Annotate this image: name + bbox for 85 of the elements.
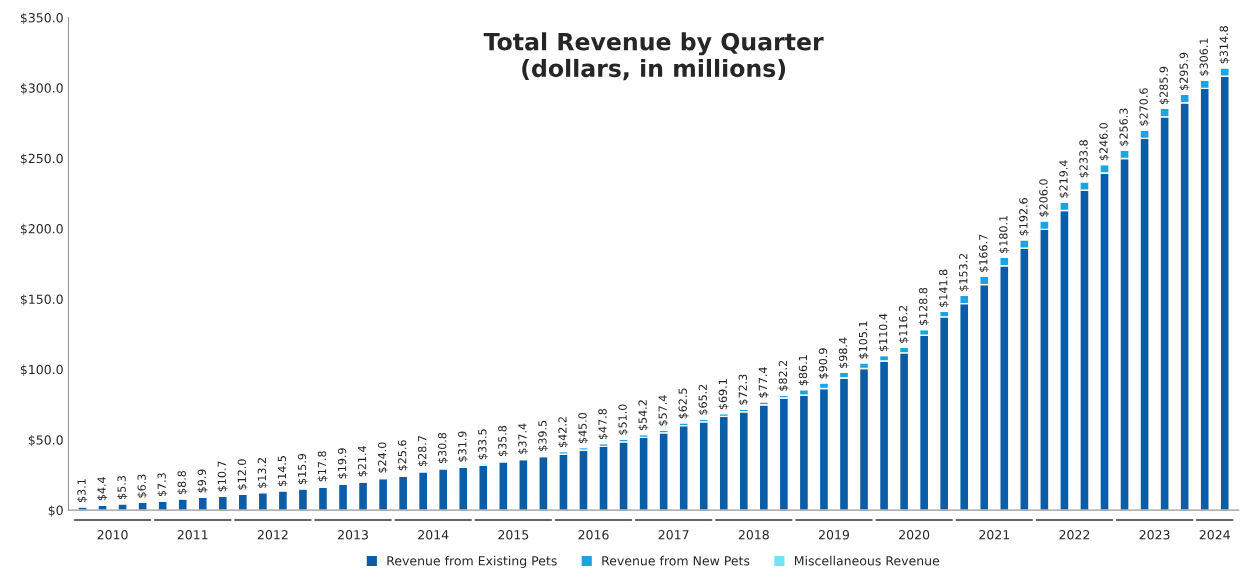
total-label: $3.1 [77, 479, 88, 503]
total-label: $86.1 [798, 355, 809, 386]
total-label: $25.6 [397, 440, 408, 471]
total-label: $166.7 [978, 234, 989, 272]
total-label: $28.7 [417, 436, 428, 466]
text: 2014 [418, 530, 449, 540]
y-tick-label: $250.0 [20, 153, 63, 165]
total-label: $7.3 [157, 473, 168, 497]
text: 2018 [738, 530, 769, 540]
total-label: $206.0 [1039, 179, 1050, 217]
total-label: $105.1 [858, 321, 869, 359]
total-label: $10.7 [217, 461, 228, 492]
total-label: $47.8 [598, 408, 609, 440]
total-label: $192.6 [1018, 198, 1030, 236]
total-label: $306.1 [1199, 38, 1210, 76]
total-label: $98.4 [838, 337, 849, 368]
text: 2019 [818, 530, 850, 540]
total-label: $180.1 [998, 215, 1010, 253]
y-tick-label: $50.0 [28, 435, 63, 447]
text: Total Revenue by Quarter (dollars, in millions) [483, 32, 824, 81]
total-label: $39.5 [538, 420, 549, 451]
total-label: $33.5 [477, 429, 488, 460]
total-label: $295.9 [1179, 52, 1190, 90]
text: 2016 [578, 530, 609, 540]
total-label: $35.8 [497, 425, 509, 456]
text: 2021 [979, 530, 1010, 540]
y-tick-label: $0 [48, 505, 63, 517]
text: 2017 [658, 530, 689, 540]
total-label: $82.2 [778, 360, 789, 391]
total-label: $116.2 [898, 305, 909, 343]
total-label: $37.4 [517, 423, 529, 454]
total-label: $42.2 [558, 417, 569, 447]
total-label: $9.9 [197, 469, 208, 493]
y-tick-label: $200.0 [20, 223, 63, 236]
text: 2020 [899, 530, 930, 540]
total-label: $90.9 [818, 348, 829, 379]
total-label: $233.8 [1079, 140, 1090, 178]
total-label: $15.9 [297, 453, 308, 485]
total-label: $153.2 [958, 253, 969, 291]
text: 2011 [177, 530, 208, 540]
total-label: $77.4 [758, 367, 769, 398]
total-label: $13.2 [257, 458, 268, 488]
total-label: $69.1 [718, 379, 729, 410]
y-tick-label: $150.0 [20, 294, 63, 306]
total-label: $19.9 [337, 448, 348, 479]
total-label: $17.8 [317, 451, 328, 482]
legend-label: Miscellaneous Revenue [794, 555, 940, 566]
text: 2013 [338, 530, 368, 540]
total-label: $141.8 [938, 269, 949, 307]
total-label: $14.5 [277, 456, 288, 486]
text: 2015 [498, 530, 529, 540]
total-label: $219.4 [1059, 160, 1070, 198]
y-tick-label: $300.0 [20, 83, 63, 95]
text: 2024 [1199, 530, 1230, 540]
total-label: $256.3 [1119, 108, 1130, 146]
total-label: $54.2 [638, 400, 649, 431]
y-tick-label: $350.0 [20, 12, 63, 25]
total-label: $8.8 [177, 470, 188, 494]
total-label: $6.3 [137, 474, 148, 498]
total-label: $57.4 [658, 395, 669, 426]
total-label: $314.8 [1219, 26, 1230, 64]
total-label: $30.8 [437, 432, 448, 464]
legend-label: Revenue from Existing Pets [387, 555, 557, 568]
total-label: $45.0 [578, 412, 589, 444]
text: 2022 [1059, 530, 1090, 540]
total-label: $5.3 [117, 476, 128, 499]
text: 2010 [97, 530, 128, 540]
total-label: $285.9 [1159, 66, 1170, 104]
total-label: $62.5 [678, 388, 689, 419]
total-label: $51.0 [618, 404, 629, 435]
total-label: $128.8 [918, 287, 929, 326]
total-label: $24.0 [377, 442, 388, 473]
total-label: $31.9 [457, 431, 468, 462]
legend-label: Revenue from New Pets [602, 555, 750, 566]
text: 2012 [257, 530, 288, 540]
text: 2023 [1139, 530, 1170, 540]
total-label: $72.3 [738, 374, 749, 405]
y-tick-label: $100.0 [20, 364, 63, 376]
total-label: $21.4 [357, 446, 368, 477]
total-label: $12.0 [237, 459, 248, 490]
total-label: $110.4 [878, 313, 889, 351]
total-label: $65.2 [698, 384, 709, 415]
total-label: $4.4 [97, 477, 108, 501]
total-label: $270.6 [1139, 88, 1150, 126]
total-label: $246.0 [1099, 122, 1110, 161]
